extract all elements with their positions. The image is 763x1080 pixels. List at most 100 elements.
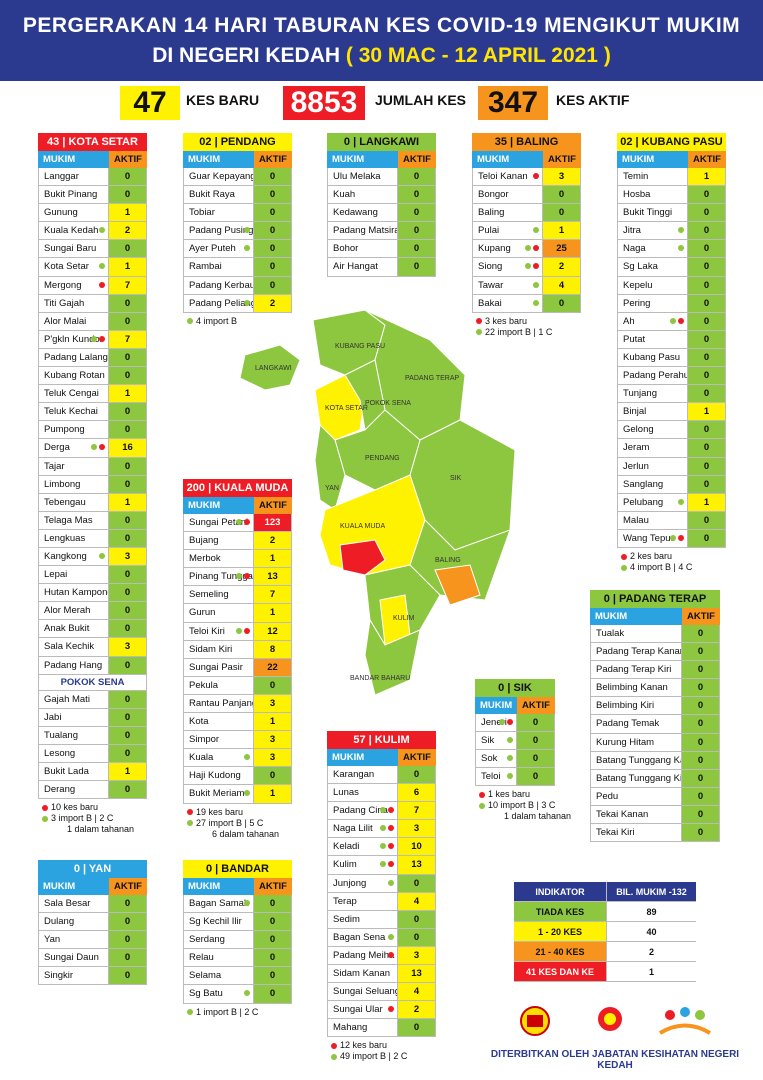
table-row: Titi Gajah 0 bbox=[38, 294, 147, 313]
table-row: P'gkln Kundor 7 bbox=[38, 330, 147, 349]
mukim-label: Jerlun bbox=[623, 460, 649, 472]
active-count: 0 bbox=[516, 768, 554, 786]
case-dot bbox=[525, 245, 531, 252]
mukim-name: Haji Kudong bbox=[184, 767, 253, 784]
map-label-padang-terap: PADANG TERAP bbox=[405, 375, 460, 382]
active-count: 1 bbox=[253, 713, 291, 731]
mukim-name: Padang Meiha bbox=[328, 947, 397, 964]
mukim-name: Sanglang bbox=[618, 476, 687, 493]
active-count: 0 bbox=[108, 186, 146, 204]
mukim-name: Pumpong bbox=[39, 421, 108, 438]
active-count: 4 bbox=[542, 276, 580, 294]
mukim-label: Bongor bbox=[478, 189, 509, 201]
table-row: Jeneri 0 bbox=[475, 714, 555, 733]
mukim-label: Langgar bbox=[44, 171, 79, 182]
case-dots bbox=[507, 773, 513, 780]
mukim-name: Kubang Rotan bbox=[39, 367, 108, 384]
mukim-label: Haji Kudong bbox=[189, 770, 241, 782]
mukim-label: Padang Cina bbox=[333, 805, 388, 817]
mukim-name: Padang Hang bbox=[39, 657, 108, 674]
table-row: Yan 0 bbox=[38, 931, 147, 950]
mukim-label: Junjong bbox=[333, 877, 367, 889]
map-label-kulim: KULIM bbox=[393, 615, 415, 622]
mukim-label: Padang Hang bbox=[44, 659, 103, 671]
case-dots bbox=[670, 534, 684, 541]
case-dots bbox=[244, 990, 250, 997]
active-count: 0 bbox=[681, 625, 719, 643]
mukim-name: Lunas bbox=[328, 784, 397, 801]
mukim-label: Yan bbox=[44, 934, 61, 946]
district-title: 0 | LANGKAWI bbox=[327, 133, 436, 151]
table-row: Pinang Tunggal 13 bbox=[183, 568, 292, 587]
mukim-name: Ayer Puteh bbox=[184, 240, 253, 257]
mukim-label: Pumpong bbox=[44, 424, 85, 436]
mukim-label: Rantau Panjang bbox=[189, 697, 253, 709]
mukim-label: Sala Kechik bbox=[44, 641, 95, 653]
table-row: Rantau Panjang 3 bbox=[183, 694, 292, 714]
active-count: 0 bbox=[687, 511, 725, 529]
mukim-name: Sg Laka bbox=[618, 258, 687, 275]
mukim-label: Padang Terap Kiri bbox=[596, 664, 672, 676]
mukim-name: Serdang bbox=[184, 931, 253, 948]
case-dot bbox=[244, 299, 250, 306]
case-dot bbox=[236, 573, 242, 580]
active-count: 1 bbox=[108, 763, 146, 781]
map-label-kubang-pasu: KUBANG PASU bbox=[335, 343, 385, 350]
mukim-name: Kuala Kedah bbox=[39, 222, 108, 239]
col-aktif: AKTIF bbox=[543, 151, 581, 168]
table-row: Padang Pusing 0 bbox=[183, 222, 292, 241]
district-title: 02 | PENDANG bbox=[183, 133, 292, 151]
col-aktif: AKTIF bbox=[109, 878, 147, 895]
mukim-name: Derga bbox=[39, 439, 108, 456]
note-dot bbox=[331, 1054, 337, 1061]
mukim-name: Wang Tepus bbox=[618, 530, 687, 547]
map-label-baling: BALING bbox=[435, 557, 461, 564]
active-count: 1 bbox=[108, 493, 146, 511]
mukim-label: Alor Merah bbox=[44, 605, 91, 617]
mukim-label: Guar Kepayang bbox=[189, 171, 253, 182]
table-row: Gurun 1 bbox=[183, 604, 292, 623]
case-dot bbox=[99, 281, 105, 288]
mukim-label: Keladi bbox=[333, 841, 360, 853]
district-title: 0 | YAN bbox=[38, 860, 147, 878]
case-dots bbox=[670, 317, 684, 324]
table-header: MUKIM AKTIF bbox=[183, 497, 292, 514]
mukim-label: Jeneri bbox=[481, 717, 507, 728]
mukim-name: Anak Bukit bbox=[39, 620, 108, 637]
mukim-label: Tajar bbox=[44, 460, 65, 472]
table-row: Selama 0 bbox=[183, 967, 292, 986]
table-row: Lepai 0 bbox=[38, 566, 147, 585]
kesihatan-logo bbox=[585, 1003, 635, 1043]
mukim-label: Padang Meiha bbox=[333, 949, 395, 961]
header-title-line2: DI NEGERI KEDAH ( 30 MAC - 12 APRIL 2021… bbox=[0, 44, 763, 68]
mukim-label: Sidam Kiri bbox=[189, 643, 233, 655]
case-dots bbox=[99, 227, 105, 234]
note-dot bbox=[476, 318, 482, 325]
note-line: 10 kes baru bbox=[42, 802, 147, 813]
mukim-name: Teluk Kechai bbox=[39, 403, 108, 420]
active-count: 3 bbox=[108, 547, 146, 566]
mukim-name: Sidam Kiri bbox=[184, 641, 253, 658]
case-dot bbox=[507, 773, 513, 780]
mukim-name: Siong bbox=[473, 258, 542, 275]
mukim-label: Lesong bbox=[44, 747, 76, 759]
case-dot bbox=[236, 519, 242, 525]
active-count: 0 bbox=[108, 421, 146, 439]
mukim-label: Padang Kerbau bbox=[189, 279, 253, 291]
mukim-name: Baling bbox=[473, 204, 542, 221]
case-dots bbox=[380, 825, 394, 832]
table-row: Bukit Pinang 0 bbox=[38, 186, 147, 205]
active-count: 13 bbox=[397, 856, 435, 874]
table-row: Sungai Baru 0 bbox=[38, 240, 147, 259]
mukim-label: Padang Temak bbox=[596, 718, 660, 730]
campaign-logo bbox=[655, 1003, 715, 1043]
table-header: MUKIM AKTIF bbox=[327, 151, 436, 168]
active-count: 6 bbox=[397, 784, 435, 802]
note-line: 1 dalam tahanan bbox=[504, 811, 572, 822]
active-count: 0 bbox=[253, 186, 291, 204]
case-dot bbox=[499, 719, 505, 725]
col-mukim: MUKIM bbox=[183, 497, 254, 514]
mukim-name: Sungai Pasir bbox=[184, 659, 253, 676]
